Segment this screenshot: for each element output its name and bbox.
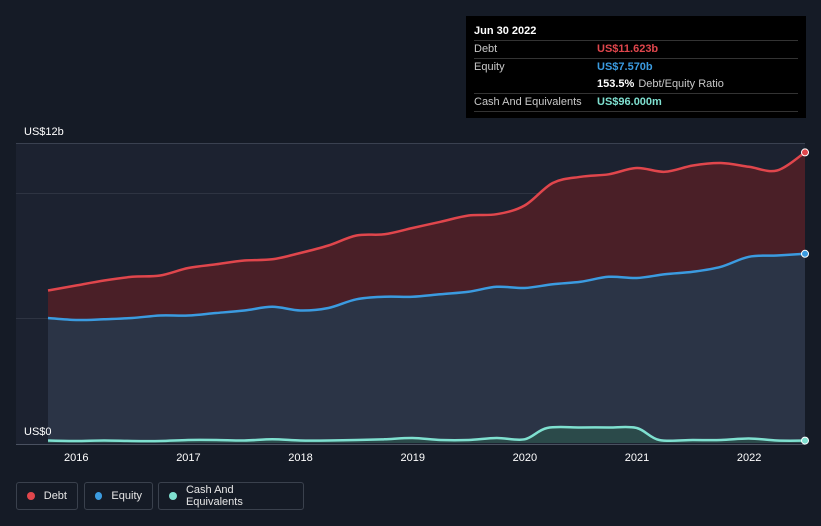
x-tick-label-2019: 2019: [401, 452, 425, 464]
area-cash: [48, 426, 805, 443]
tooltip-value-debt: US$11.623b: [597, 43, 659, 55]
line-equity: [47, 252, 806, 322]
tooltip-date: Jun 30 2022: [474, 25, 537, 37]
tooltip-label-equity: Equity: [474, 61, 505, 73]
x-tick-label-2018: 2018: [288, 452, 312, 464]
x-tick-label-2021: 2021: [625, 452, 649, 464]
area-equity: [48, 253, 805, 443]
legend-dot-debt-icon: [27, 492, 35, 500]
legend-item-cash[interactable]: Cash And Equivalents: [158, 482, 304, 510]
tooltip-row-cash: Cash And Equivalents US$96.000m: [474, 93, 798, 112]
legend-item-equity[interactable]: Equity: [84, 482, 153, 510]
legend-label-equity: Equity: [111, 490, 142, 502]
x-axis-ticks: 2016 2017 2018 2019 2020 2021 2022: [64, 452, 761, 464]
endpoint-debt[interactable]: [801, 148, 809, 157]
tooltip-label-debt: Debt: [474, 43, 498, 55]
tooltip-value-ratio: 153.5%: [597, 78, 635, 90]
legend-item-debt[interactable]: Debt: [16, 482, 78, 510]
series-endpoints: [801, 148, 809, 445]
line-debt: [47, 151, 806, 292]
x-tick-label-2016: 2016: [64, 452, 88, 464]
tooltip-ratio-suffix: Debt/Equity Ratio: [638, 78, 724, 90]
endpoint-equity[interactable]: [801, 249, 809, 258]
tooltip-row-debt: Debt US$11.623b: [474, 40, 798, 58]
x-tick-label-2022: 2022: [737, 452, 761, 464]
x-tick-label-2020: 2020: [513, 452, 537, 464]
tooltip-value-cash: US$96.000m: [597, 96, 662, 108]
series-lines: [47, 151, 806, 443]
tooltip-row-equity: Equity US$7.570b: [474, 58, 798, 76]
legend-label-debt: Debt: [43, 490, 67, 502]
series-areas: [48, 152, 805, 443]
y-axis-label-top: US$12b: [24, 126, 64, 138]
legend-dot-equity-icon: [95, 492, 103, 500]
y-axis-label-zero: US$0: [24, 426, 52, 438]
x-tick-label-2017: 2017: [176, 452, 200, 464]
tooltip-label-cash: Cash And Equivalents: [474, 96, 582, 108]
tooltip-label-ratio: [474, 76, 597, 93]
hover-tooltip: Jun 30 2022 Debt US$11.623b Equity US$7.…: [466, 16, 806, 118]
legend-label-cash: Cash And Equivalents: [185, 484, 243, 508]
tooltip-value-equity: US$7.570b: [597, 61, 653, 73]
legend-dot-cash-icon: [169, 492, 177, 500]
endpoint-cash[interactable]: [801, 436, 809, 445]
tooltip-row-ratio: 153.5% Debt/Equity Ratio: [474, 76, 798, 93]
line-cash: [47, 425, 806, 443]
